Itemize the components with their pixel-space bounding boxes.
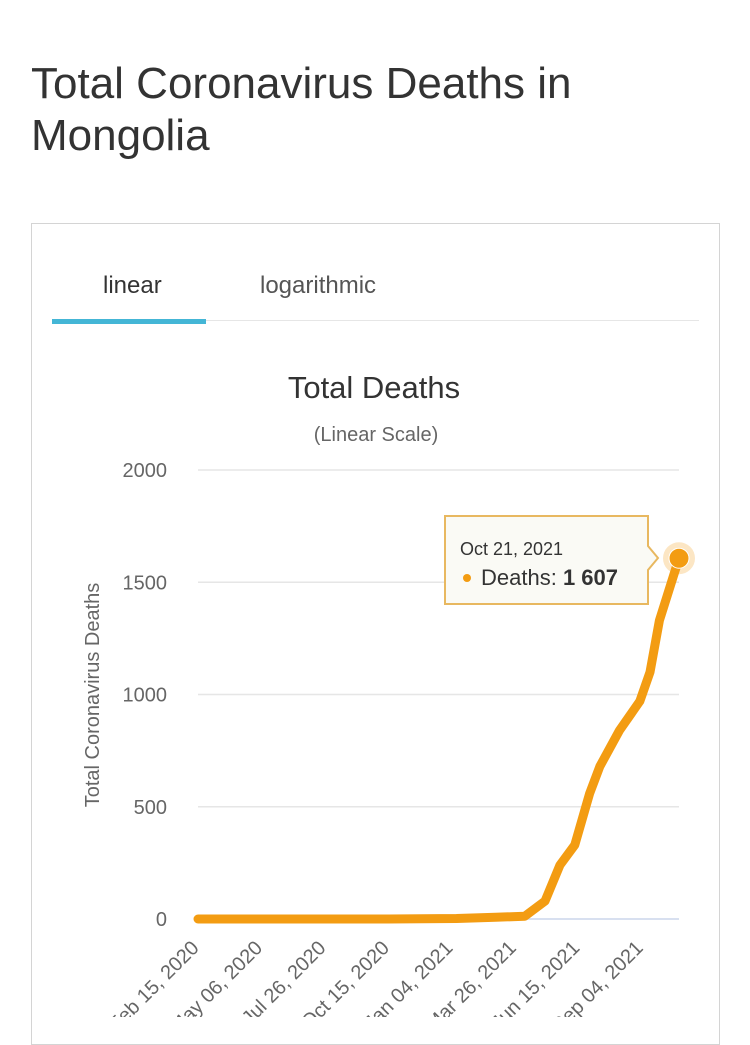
y-tick-label: 1000 [123, 685, 168, 707]
tooltip-date: Oct 21, 2021 [460, 539, 563, 559]
svg-text:Deaths: 1 607: Deaths: 1 607 [481, 565, 618, 590]
tooltip: Oct 21, 2021 Deaths: 1 607 [444, 515, 660, 605]
tooltip-label: Deaths: [481, 565, 563, 590]
y-axis-label: Total Coronavirus Deaths [82, 583, 104, 808]
chart-subtitle: (Linear Scale) [314, 424, 439, 446]
tab-divider [52, 320, 699, 321]
tooltip-value: 1 607 [563, 565, 618, 590]
tab-linear[interactable]: linear [103, 272, 162, 299]
y-tick-label: 1500 [123, 572, 168, 594]
y-tick-label: 500 [134, 797, 167, 819]
y-tick-label: 2000 [123, 460, 168, 482]
chart-title: Total Deaths [288, 370, 460, 405]
hover-point[interactable] [668, 547, 690, 569]
tab-logarithmic[interactable]: logarithmic [260, 272, 377, 299]
page-title: Total Coronavirus Deaths in Mongolia [31, 59, 572, 160]
active-tab-indicator [52, 319, 206, 324]
tooltip-marker-icon [463, 574, 471, 582]
chart: Total Deaths (Linear Scale) Total Corona… [82, 370, 695, 1017]
y-tick-label: 0 [156, 909, 167, 931]
tooltip-box [444, 515, 660, 605]
series-line [193, 553, 684, 924]
chart-card: linear logarithmic [31, 223, 720, 1045]
